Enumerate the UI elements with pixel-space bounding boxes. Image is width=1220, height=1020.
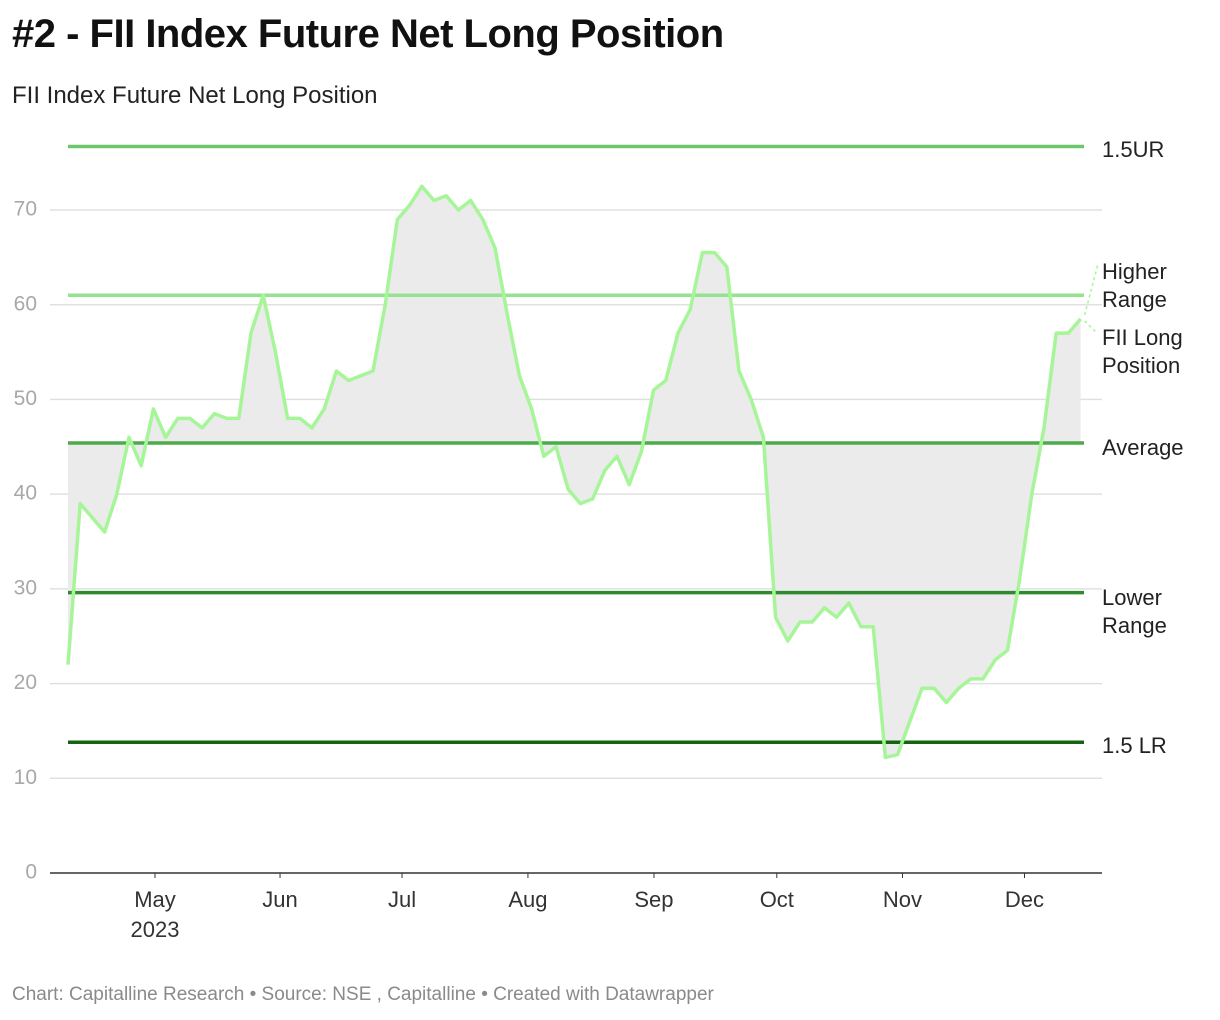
reference-label: 1.5 LR xyxy=(1102,733,1167,758)
area-fill xyxy=(68,186,1081,758)
x-tick-label: May xyxy=(134,887,176,912)
y-tick-label: 40 xyxy=(14,482,37,505)
y-tick-label: 50 xyxy=(14,387,37,410)
series-line xyxy=(66,184,1082,760)
x-tick-label: Nov xyxy=(883,887,922,912)
x-tick-label: Jul xyxy=(388,887,416,912)
y-tick-label: 60 xyxy=(14,292,37,315)
x-tick-label: Jun xyxy=(262,887,297,912)
y-tick-label: 10 xyxy=(14,766,37,789)
x-tick-label: Sep xyxy=(634,887,673,912)
series-label: FII Long Position xyxy=(1102,325,1183,378)
label-connector xyxy=(1083,263,1099,316)
y-tick-label: 30 xyxy=(14,576,37,599)
x-tick-label: Dec xyxy=(1005,887,1044,912)
y-tick-label: 0 xyxy=(25,861,37,884)
y-tick-label: 70 xyxy=(14,198,37,221)
y-tick-label: 20 xyxy=(14,671,37,694)
x-tick-label: Oct xyxy=(760,887,794,912)
chart-footer: Chart: Capitalline Research • Source: NS… xyxy=(12,984,714,1005)
reference-label: Lower Range xyxy=(1102,585,1167,638)
reference-label: 1.5UR xyxy=(1102,137,1165,162)
chart-title: #2 - FII Index Future Net Long Position xyxy=(12,12,724,56)
reference-label: Higher Range xyxy=(1102,259,1167,312)
reference-label: Average xyxy=(1102,435,1184,460)
chart-subtitle: FII Index Future Net Long Position xyxy=(12,82,378,109)
x-tick-label: Aug xyxy=(508,887,547,912)
label-connector xyxy=(1084,320,1097,333)
x-tick-sublabel: 2023 xyxy=(131,917,180,942)
